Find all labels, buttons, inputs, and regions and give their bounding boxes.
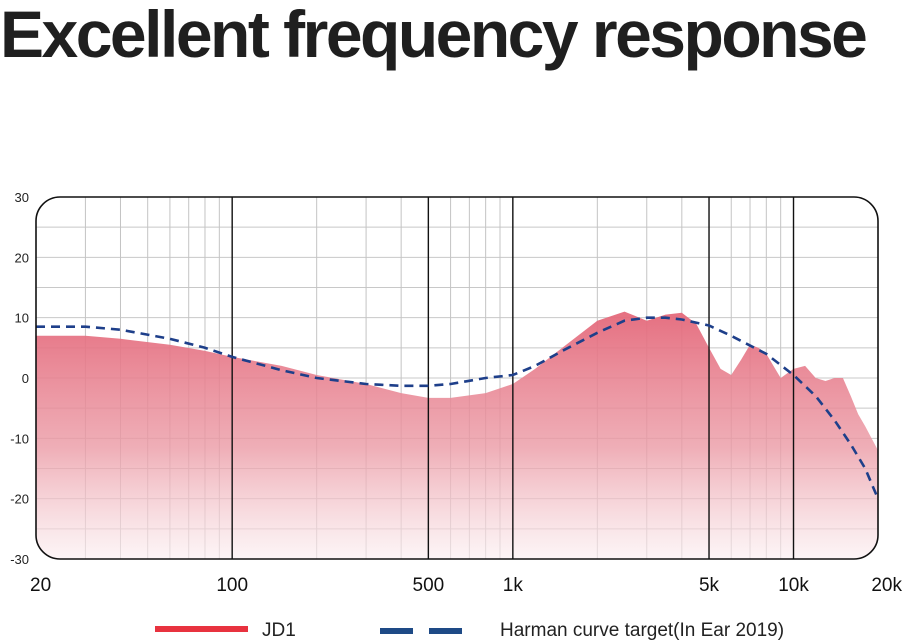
x-tick-label: 10k (778, 575, 809, 596)
x-axis-ticks: 20 100 500 1k 5k 10k 20k (30, 575, 902, 596)
plot-frame (35, 196, 879, 560)
major-grid (231, 197, 795, 559)
y-tick-label: 30 (15, 190, 29, 205)
jd1-area-layer (36, 311, 878, 559)
y-tick-label: -10 (10, 431, 29, 446)
legend-harman-label: Harman curve target(In Ear 2019) (500, 620, 784, 641)
page-title: Excellent frequency response (0, 0, 868, 71)
legend-jd1-label: JD1 (262, 620, 296, 641)
legend: JD1 Harman curve target(In Ear 2019) (155, 620, 784, 641)
harman-line-layer (36, 316, 880, 500)
y-tick-label: 0 (22, 371, 29, 386)
y-tick-label: 20 (15, 250, 29, 265)
x-tick-label: 500 (413, 575, 445, 596)
y-tick-label: -20 (10, 492, 29, 507)
y-axis-ticks: 30 20 10 0 -10 -20 -30 (10, 190, 29, 567)
x-tick-label: 100 (216, 575, 248, 596)
x-tick-label: 5k (699, 575, 720, 596)
x-tick-label: 20 (30, 575, 51, 596)
jd1-area (36, 311, 878, 559)
harman-line (36, 316, 880, 500)
x-tick-label: 20k (871, 575, 902, 596)
y-tick-label: -30 (10, 552, 29, 567)
y-tick-label: 10 (15, 311, 29, 326)
x-tick-label: 1k (503, 575, 524, 596)
